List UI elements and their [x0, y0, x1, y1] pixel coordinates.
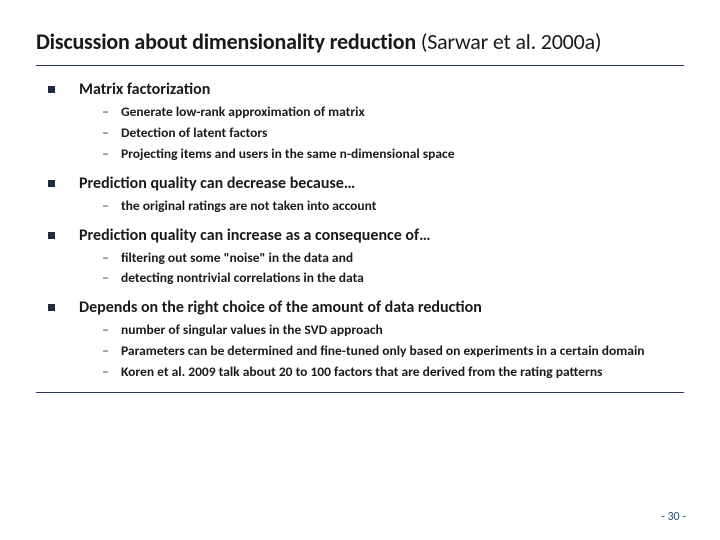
list-item: –Generate low-rank approximation of matr… — [48, 103, 684, 122]
list-item: –number of singular values in the SVD ap… — [48, 321, 684, 340]
list-item: –Detection of latent factors — [48, 124, 684, 143]
title-reference: (Sarwar et al. 2000a) — [421, 28, 602, 55]
heading-text: Prediction quality can decrease because… — [79, 174, 355, 193]
item-text: Parameters can be determined and fine-tu… — [121, 342, 645, 360]
square-bullet-icon — [48, 232, 55, 239]
heading-text: Prediction quality can increase as a con… — [79, 226, 430, 245]
dash-icon: – — [102, 197, 109, 216]
heading-text: Depends on the right choice of the amoun… — [79, 298, 482, 317]
slide: Discussion about dimensionality reductio… — [0, 0, 720, 540]
square-bullet-icon — [48, 180, 55, 187]
list-item: –Projecting items and users in the same … — [48, 145, 684, 164]
list-item: –the original ratings are not taken into… — [48, 197, 684, 216]
item-text: Detection of latent factors — [121, 124, 267, 142]
list-item: –detecting nontrivial correlations in th… — [48, 269, 684, 288]
dash-icon: – — [102, 342, 109, 361]
square-bullet-icon — [48, 86, 55, 93]
item-text: detecting nontrivial correlations in the… — [121, 269, 364, 287]
dash-icon: – — [102, 321, 109, 340]
list-item: –Koren et al. 2009 talk about 20 to 100 … — [48, 363, 684, 382]
item-text: number of singular values in the SVD app… — [121, 321, 383, 339]
section-heading: Prediction quality can decrease because… — [48, 174, 684, 193]
item-text: Projecting items and users in the same n… — [121, 145, 455, 163]
slide-title: Discussion about dimensionality reductio… — [36, 28, 684, 55]
dash-icon: – — [102, 103, 109, 122]
item-text: Generate low-rank approximation of matri… — [121, 103, 365, 121]
section-heading: Depends on the right choice of the amoun… — [48, 298, 684, 317]
heading-text: Matrix factorization — [79, 80, 210, 99]
list-item: –filtering out some "noise" in the data … — [48, 249, 684, 268]
dash-icon: – — [102, 145, 109, 164]
bottom-divider — [36, 392, 684, 393]
list-item: –Parameters can be determined and fine-t… — [48, 342, 684, 361]
dash-icon: – — [102, 363, 109, 382]
square-bullet-icon — [48, 304, 55, 311]
item-text: the original ratings are not taken into … — [121, 197, 376, 215]
section-heading: Matrix factorization — [48, 80, 684, 99]
page-number: - 30 - — [661, 510, 686, 524]
title-main: Discussion about dimensionality reductio… — [36, 28, 416, 55]
item-text: filtering out some "noise" in the data a… — [121, 249, 353, 267]
dash-icon: – — [102, 249, 109, 268]
dash-icon: – — [102, 269, 109, 288]
item-text: Koren et al. 2009 talk about 20 to 100 f… — [121, 363, 602, 381]
section-heading: Prediction quality can increase as a con… — [48, 226, 684, 245]
content-area: Matrix factorization –Generate low-rank … — [36, 80, 684, 382]
dash-icon: – — [102, 124, 109, 143]
top-divider — [36, 65, 684, 66]
